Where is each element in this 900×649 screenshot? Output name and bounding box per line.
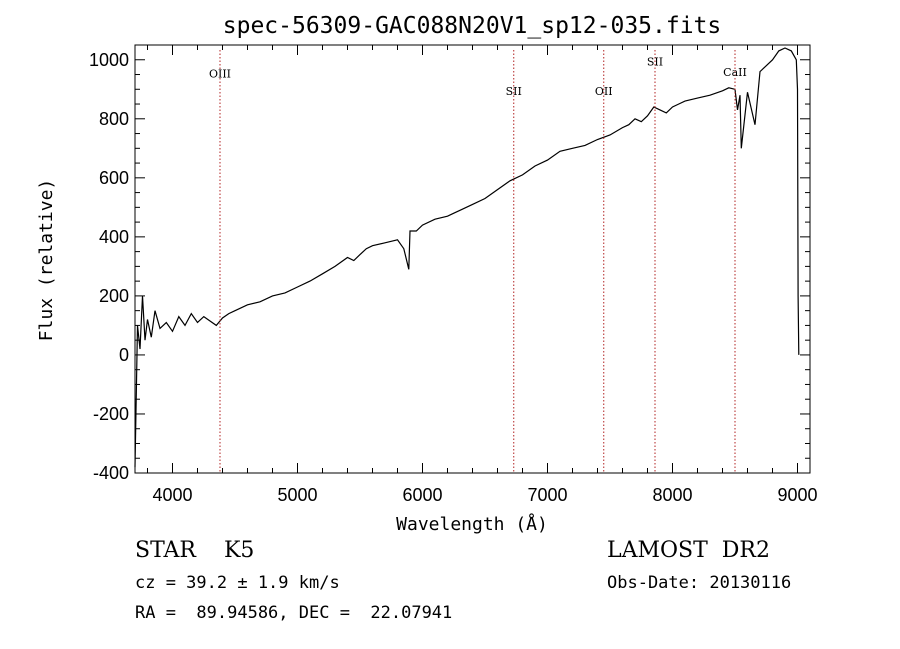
x-axis-label: Wavelength (Å) xyxy=(396,513,548,535)
plot-frame xyxy=(134,44,811,474)
y-tick-label: 800 xyxy=(99,109,129,129)
y-tick-label: 0 xyxy=(119,345,129,365)
redshift-velocity: cz = 39.2 ± 1.9 km/s xyxy=(135,573,340,593)
y-tick-label: 200 xyxy=(99,286,129,306)
y-tick-label: 600 xyxy=(99,168,129,188)
y-tick-label: 400 xyxy=(99,227,129,247)
y-tick-label: -200 xyxy=(93,404,129,424)
line-marker-label: SII xyxy=(506,85,522,98)
x-tick-label: 7000 xyxy=(527,485,567,505)
object-class: STAR K5 xyxy=(135,538,255,563)
emission-line-markers: OIII SII OII SII CaII xyxy=(209,50,747,473)
x-tick-label: 5000 xyxy=(277,485,317,505)
line-marker-label: OIII xyxy=(209,67,231,80)
line-marker-label: OII xyxy=(595,85,613,98)
axes: 4000 5000 6000 7000 8000 9000 -400 -200 0 200 400 6… xyxy=(89,44,818,505)
y-axis-label: Flux (relative) xyxy=(36,179,57,342)
y-tick-label: 1000 xyxy=(89,50,129,70)
x-tick-label: 8000 xyxy=(652,485,692,505)
x-tick-label: 9000 xyxy=(777,485,817,505)
y-tick-label: -400 xyxy=(93,463,129,483)
observation-date: Obs-Date: 20130116 xyxy=(607,573,792,593)
x-tick-label: 4000 xyxy=(152,485,192,505)
x-tick-label: 6000 xyxy=(402,485,442,505)
chart-title: spec-56309-GAC088N20V1_sp12-035.fits xyxy=(223,13,722,39)
survey-name: LAMOST DR2 xyxy=(607,538,770,563)
line-marker-label: CaII xyxy=(723,66,747,79)
coordinates: RA = 89.94586, DEC = 22.07941 xyxy=(135,603,453,623)
line-marker-label: SII xyxy=(647,56,663,69)
plot-area xyxy=(134,47,800,468)
spectrum-line xyxy=(134,47,800,468)
